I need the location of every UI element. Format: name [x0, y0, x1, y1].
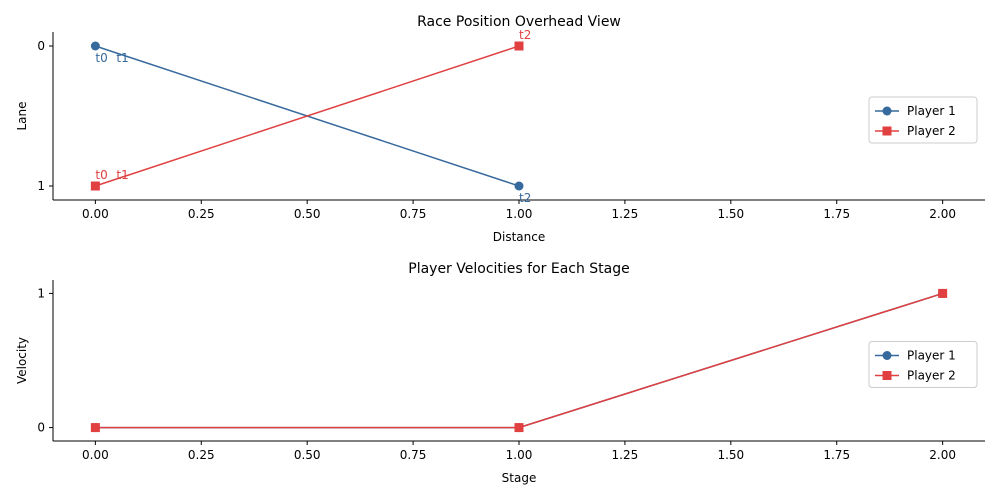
data-point — [514, 41, 524, 51]
x-tick-label: 2.00 — [929, 448, 956, 462]
series-1 — [90, 288, 948, 433]
x-tick-label: 1.75 — [823, 448, 850, 462]
point-annotation: t0 — [95, 168, 107, 182]
x-tick-label: 1.50 — [717, 207, 744, 221]
x-tick-label: 0.75 — [400, 207, 427, 221]
x-tick-label: 0.25 — [188, 448, 215, 462]
y-tick-label: 1 — [37, 179, 45, 193]
data-point — [90, 181, 100, 191]
y-tick-label: 1 — [37, 286, 45, 300]
legend-label: Player 2 — [907, 124, 956, 138]
legend-marker — [882, 106, 892, 116]
point-annotation: t1 — [116, 168, 128, 182]
x-tick-label: 1.25 — [612, 207, 639, 221]
legend-marker — [882, 351, 892, 360]
data-point — [90, 41, 100, 51]
series-line — [95, 292, 943, 429]
data-point — [514, 181, 524, 191]
series-line — [95, 45, 520, 187]
data-point — [938, 288, 948, 298]
x-tick-label: 0.25 — [188, 207, 215, 221]
chart-panel-2: Player Velocities for Each Stage 0.00 0.25… — [15, 261, 985, 485]
x-tick-label: 1.50 — [717, 448, 744, 462]
legend-label: Player 1 — [907, 104, 956, 118]
legend-label: Player 2 — [907, 369, 956, 383]
series-2 — [90, 288, 948, 433]
point-annotation: t1 — [116, 51, 128, 65]
data-point — [514, 423, 524, 433]
point-annotation: t0 — [95, 51, 107, 65]
legend: Player 1 Player 2 — [868, 96, 978, 144]
x-tick-label: 1.00 — [506, 448, 533, 462]
chart-panel-1: Race Position Overhead View 0.00 0.25 0.50 0… — [15, 14, 985, 244]
series-2: t0 t1 t2 — [90, 28, 531, 191]
legend-label: Player 1 — [907, 349, 956, 363]
y-tick-label: 0 — [37, 39, 45, 53]
point-annotation: t2 — [519, 191, 531, 205]
x-tick-label: 1.00 — [506, 207, 533, 221]
x-tick-label: 0.75 — [400, 448, 427, 462]
x-tick-label: 1.75 — [823, 207, 850, 221]
x-tick-label: 0.50 — [294, 207, 321, 221]
point-annotation: t2 — [519, 28, 531, 42]
legend: Player 1 Player 2 — [868, 341, 978, 388]
series-line — [95, 292, 943, 429]
data-point — [90, 423, 100, 433]
chart-title: Race Position Overhead View — [417, 14, 621, 30]
x-tick-label: 0.00 — [82, 207, 109, 221]
y-axis-label: Lane — [15, 101, 29, 130]
chart-title: Player Velocities for Each Stage — [408, 261, 630, 277]
x-tick-label: 2.00 — [929, 207, 956, 221]
series-1: t0 t1 t2 — [90, 41, 531, 205]
legend-marker — [882, 126, 892, 136]
x-tick-label: 0.50 — [294, 448, 321, 462]
x-axis-label: Distance — [493, 230, 545, 244]
legend-marker — [882, 371, 892, 380]
x-axis-label: Stage — [502, 471, 537, 485]
x-tick-label: 1.25 — [612, 448, 639, 462]
y-tick-label: 0 — [37, 421, 45, 435]
x-tick-label: 0.00 — [82, 448, 109, 462]
y-axis-label: Velocity — [15, 337, 29, 384]
